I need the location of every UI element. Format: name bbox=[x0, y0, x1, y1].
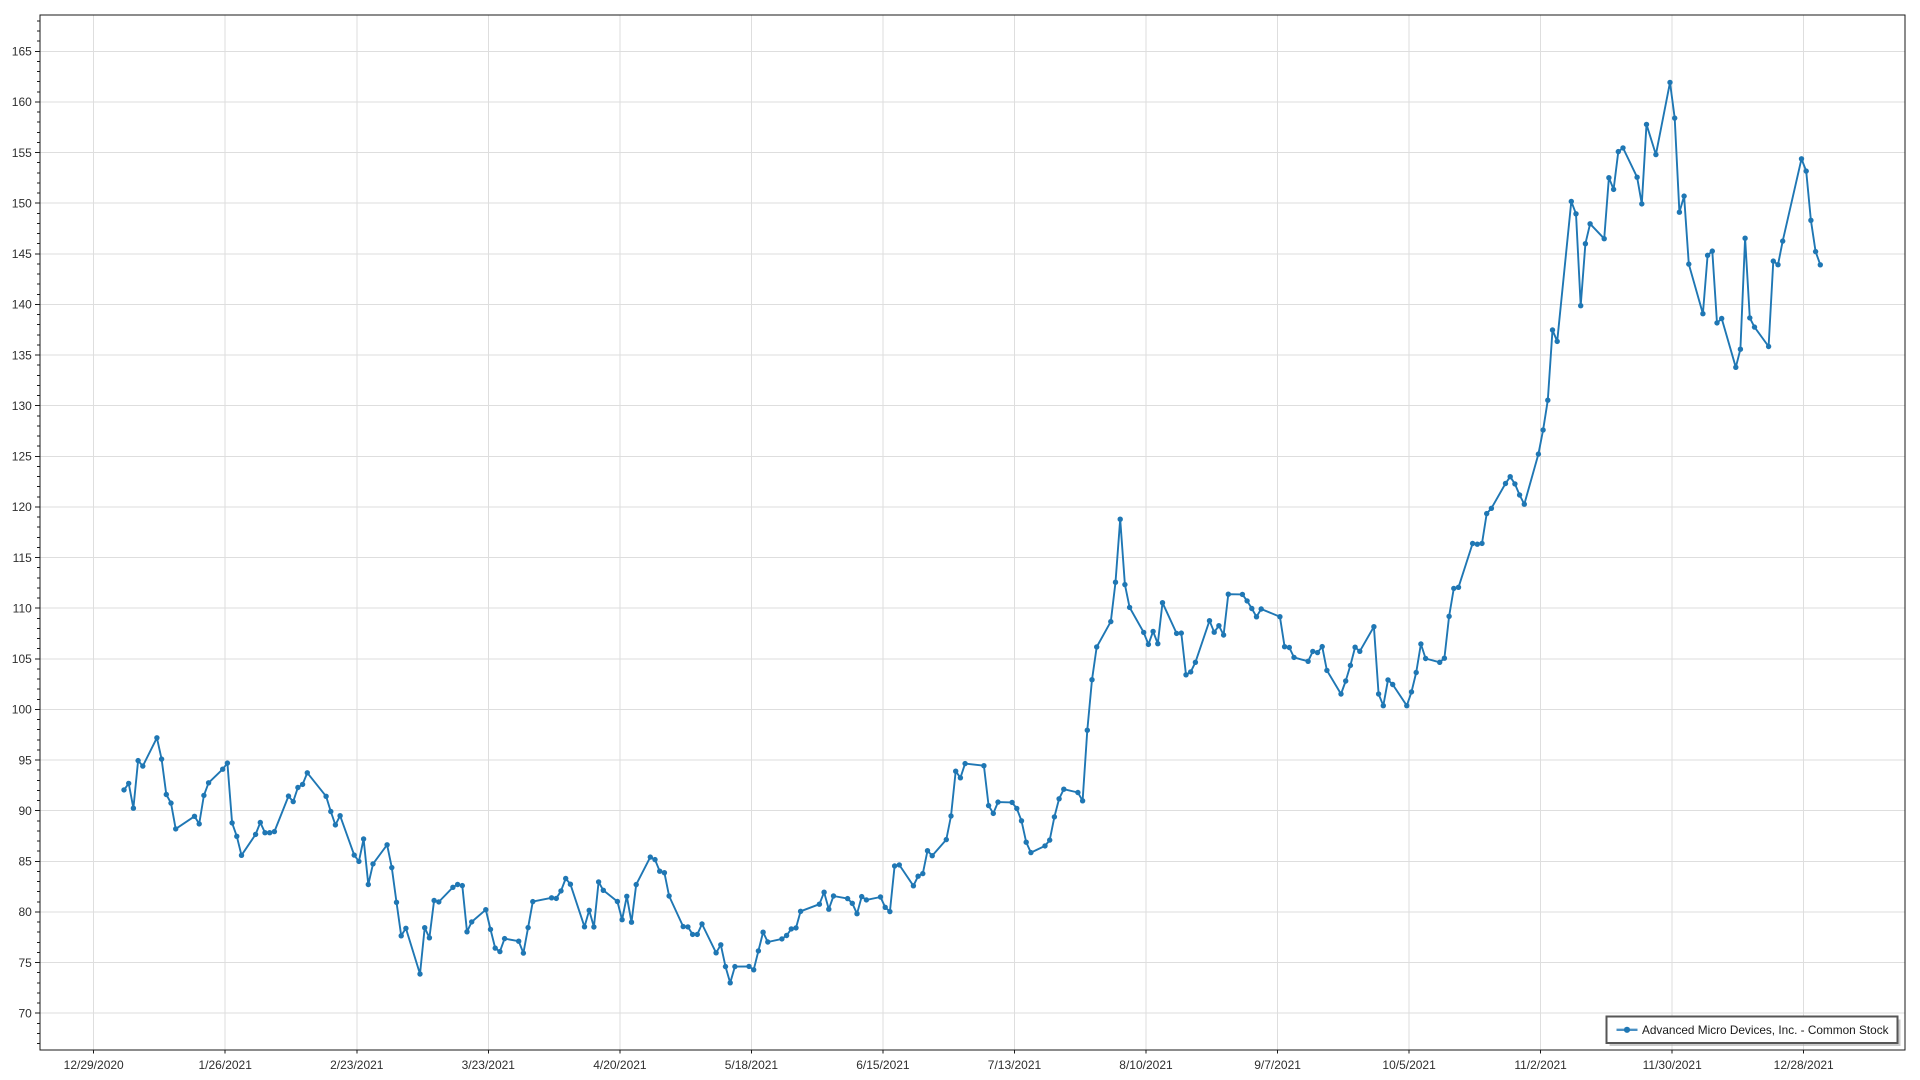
svg-text:75: 75 bbox=[18, 956, 32, 970]
svg-text:155: 155 bbox=[12, 146, 32, 160]
svg-text:160: 160 bbox=[12, 95, 32, 109]
svg-text:145: 145 bbox=[12, 247, 32, 261]
svg-text:90: 90 bbox=[18, 804, 32, 818]
svg-text:7/13/2021: 7/13/2021 bbox=[988, 1058, 1042, 1072]
svg-text:10/5/2021: 10/5/2021 bbox=[1382, 1058, 1436, 1072]
svg-text:140: 140 bbox=[12, 298, 32, 312]
svg-text:130: 130 bbox=[12, 399, 32, 413]
svg-text:115: 115 bbox=[13, 551, 32, 565]
svg-text:9/7/2021: 9/7/2021 bbox=[1254, 1058, 1301, 1072]
svg-text:11/30/2021: 11/30/2021 bbox=[1643, 1058, 1702, 1072]
svg-text:Advanced Micro Devices, Inc. -: Advanced Micro Devices, Inc. - Common St… bbox=[1642, 1023, 1889, 1037]
svg-text:120: 120 bbox=[12, 500, 32, 514]
svg-text:95: 95 bbox=[18, 753, 32, 767]
svg-text:80: 80 bbox=[18, 905, 32, 919]
svg-text:3/23/2021: 3/23/2021 bbox=[462, 1058, 516, 1072]
svg-text:70: 70 bbox=[18, 1006, 32, 1020]
svg-text:8/10/2021: 8/10/2021 bbox=[1119, 1058, 1173, 1072]
svg-text:6/15/2021: 6/15/2021 bbox=[856, 1058, 910, 1072]
svg-text:11/2/2021: 11/2/2021 bbox=[1514, 1058, 1567, 1072]
svg-text:165: 165 bbox=[12, 45, 32, 59]
svg-text:135: 135 bbox=[12, 348, 32, 362]
svg-text:2/23/2021: 2/23/2021 bbox=[330, 1058, 384, 1072]
svg-text:1/26/2021: 1/26/2021 bbox=[199, 1058, 253, 1072]
svg-text:105: 105 bbox=[12, 652, 32, 666]
svg-text:100: 100 bbox=[12, 703, 32, 717]
svg-text:85: 85 bbox=[18, 855, 32, 869]
svg-text:12/29/2020: 12/29/2020 bbox=[64, 1058, 124, 1072]
svg-text:5/18/2021: 5/18/2021 bbox=[725, 1058, 779, 1072]
svg-text:4/20/2021: 4/20/2021 bbox=[593, 1058, 647, 1072]
svg-text:125: 125 bbox=[12, 450, 32, 464]
svg-text:12/28/2021: 12/28/2021 bbox=[1774, 1058, 1834, 1072]
svg-text:150: 150 bbox=[12, 196, 32, 210]
svg-text:110: 110 bbox=[13, 601, 32, 615]
